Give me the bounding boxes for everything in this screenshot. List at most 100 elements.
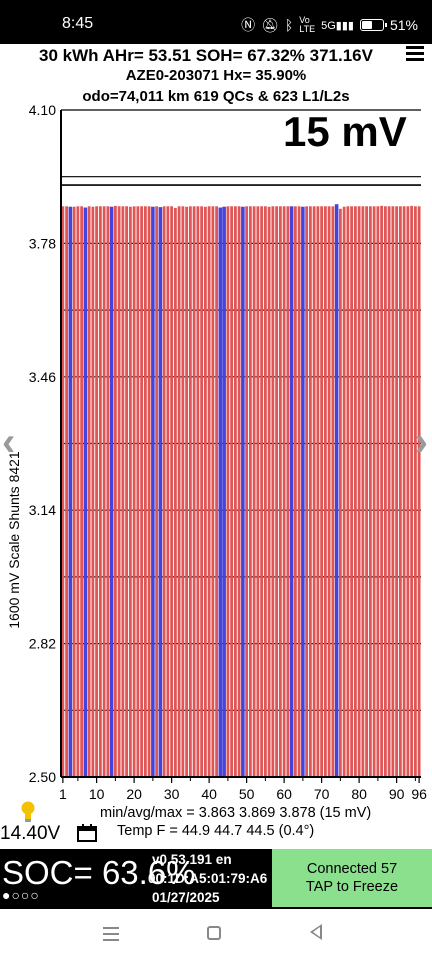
cell-bar-62	[289, 206, 294, 778]
cell-bar-42	[215, 206, 219, 778]
cell-bar-53	[256, 206, 260, 778]
odometer-line: odo=74,011 km 619 QCs & 623 L1/L2s	[82, 88, 350, 105]
cell-bar-91	[398, 206, 402, 778]
volte-icon: Vo LTE	[299, 15, 316, 34]
cell-bar-9	[91, 206, 95, 778]
x-tick-label: 70	[314, 786, 330, 802]
cell-bar-15	[113, 205, 117, 778]
freeze-button[interactable]: Connected 57 TAP to Freeze	[272, 849, 432, 907]
mute-icon: 🔕︎	[261, 16, 279, 33]
cell-bar-31	[173, 207, 177, 777]
cell-bar-7	[83, 207, 88, 777]
cell-bar-12	[102, 206, 106, 778]
y-tick-label: 2.82	[29, 636, 56, 652]
cell-bar-92	[402, 206, 406, 778]
cell-bar-5	[76, 206, 80, 778]
cell-bar-20	[132, 206, 136, 778]
adapter-mac-address: 00:1D:A5:01:79:A6	[148, 871, 268, 886]
menu-icon[interactable]	[406, 46, 424, 62]
cell-bar-86	[380, 205, 384, 778]
cell-bar-64	[297, 206, 301, 778]
cell-bar-13	[106, 206, 110, 778]
cell-bar-21	[136, 206, 140, 778]
y-tick-label: 2.50	[29, 769, 56, 785]
cell-bar-8	[87, 206, 91, 778]
recent-apps-icon[interactable]	[103, 927, 119, 941]
cell-bar-60	[282, 206, 286, 778]
cell-bar-6	[80, 206, 84, 778]
cell-bar-79	[353, 206, 357, 778]
freeze-label: TAP to Freeze	[305, 879, 399, 895]
x-tick-label: 90	[389, 786, 405, 802]
cell-bar-44	[222, 206, 226, 778]
cell-bar-48	[237, 206, 241, 778]
cell-bar-22	[140, 206, 144, 778]
x-tick-label: 80	[351, 786, 367, 802]
cell-bar-87	[383, 206, 387, 778]
cell-bar-14	[109, 206, 114, 778]
cell-bar-83	[368, 206, 372, 778]
cell-bar-11	[98, 206, 102, 778]
cell-bar-32	[177, 206, 181, 778]
cell-voltage-chart[interactable]: 4.10 3.78 3.46 3.14 2.82 2.501 10 20 30 40 50 60 70 8…	[0, 100, 432, 805]
x-tick-label: 10	[89, 786, 105, 802]
cell-bar-77	[346, 206, 350, 778]
next-screen-arrow-icon[interactable]: ›	[414, 420, 428, 464]
cell-bar-2	[65, 206, 69, 778]
cell-bar-24	[147, 206, 151, 778]
cell-bar-88	[387, 206, 391, 778]
cell-bar-43	[218, 207, 223, 777]
x-tick-label: 1	[59, 786, 67, 802]
cell-bar-80	[357, 206, 361, 778]
temperature-stats: Temp F = 44.9 44.7 44.5 (0.4°)	[117, 823, 315, 839]
cell-bar-76	[342, 206, 346, 778]
cell-bar-69	[316, 206, 320, 778]
cell-bar-78	[350, 206, 354, 778]
battery-summary-line: 30 kWh AHr= 53.51 SOH= 67.32% 371.16V	[39, 46, 373, 65]
cell-bar-36	[192, 206, 196, 778]
y-tick-label: 3.46	[29, 369, 56, 385]
calendar-icon[interactable]	[77, 824, 97, 842]
previous-screen-arrow-icon[interactable]: ‹	[2, 420, 16, 464]
cell-bar-16	[117, 206, 121, 778]
cell-bar-84	[372, 206, 376, 778]
lightbulb-icon[interactable]	[20, 801, 36, 823]
back-icon[interactable]	[310, 924, 322, 940]
cell-bar-51	[248, 206, 252, 778]
cell-bar-17	[121, 206, 125, 778]
cell-bar-59	[278, 206, 282, 778]
cell-bar-65	[301, 206, 305, 778]
cell-bar-49	[241, 206, 245, 778]
nfc-icon: Ⓝ	[241, 17, 256, 33]
cell-bar-82	[365, 206, 369, 778]
chart-axes: 4.10 3.78 3.46 3.14 2.82 2.501 10 20 30 40 50 60 70 8…	[29, 102, 427, 802]
cell-bar-72	[327, 206, 331, 778]
vehicle-id-line: AZE0-203071 Hx= 35.90%	[125, 67, 307, 84]
cell-bar-25	[151, 206, 155, 778]
cell-bar-50	[245, 206, 249, 778]
cell-bar-93	[406, 206, 410, 778]
cell-bar-54	[260, 206, 264, 778]
status-icons: Ⓝ 🔕︎ ᛒ Vo LTE 5G▮▮▮ 51%	[241, 15, 418, 35]
cell-bar-39	[203, 206, 207, 778]
cell-bar-40	[207, 206, 211, 778]
system-nav-bar	[0, 909, 432, 960]
cell-bar-75	[338, 208, 342, 777]
cell-bar-96	[417, 206, 421, 778]
cell-bar-47	[233, 206, 237, 778]
cell-bar-37	[196, 206, 200, 778]
cell-bar-81	[361, 206, 365, 778]
cell-bar-55	[263, 206, 267, 778]
x-tick-label: 60	[276, 786, 292, 802]
voltage-spread-label: 15 mV	[283, 108, 407, 155]
soc-readout: SOC= 63.6%	[2, 854, 196, 891]
y-tick-label: 3.78	[29, 235, 56, 251]
cell-bar-68	[312, 206, 316, 778]
home-icon[interactable]	[207, 926, 221, 940]
cell-bar-4	[72, 206, 76, 778]
x-tick-label: 50	[239, 786, 255, 802]
status-time: 8:45	[62, 15, 94, 32]
chart-bars	[61, 204, 421, 778]
y-tick-label: 3.14	[29, 502, 56, 518]
cell-bar-57	[271, 206, 275, 778]
